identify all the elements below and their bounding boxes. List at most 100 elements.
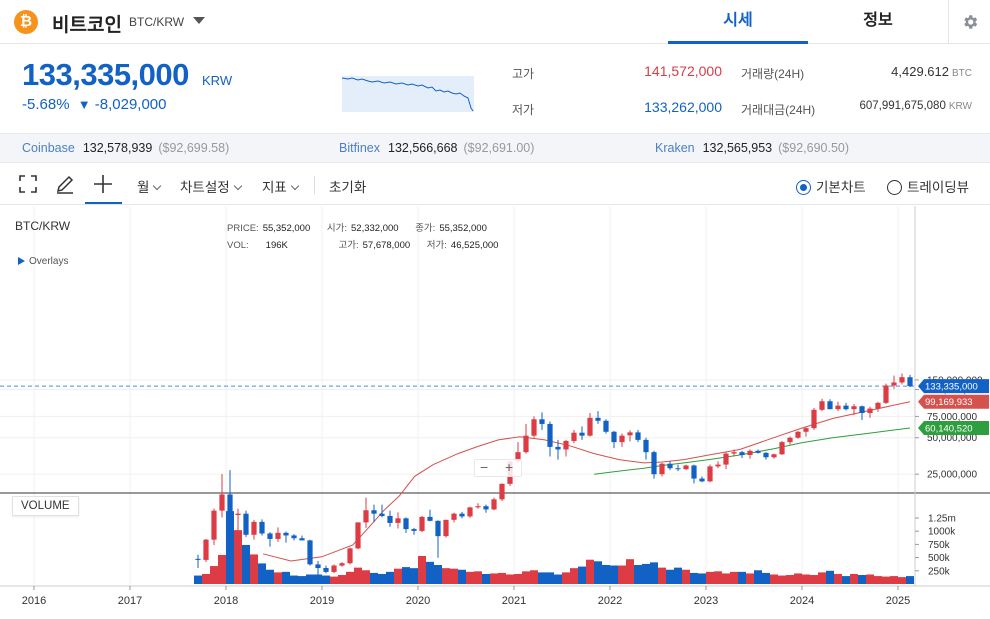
candle-body xyxy=(707,466,713,482)
volume-bar xyxy=(570,568,578,584)
exchange-usd: ($92,699.58) xyxy=(158,141,230,155)
candle-body xyxy=(859,406,865,414)
volume-bar xyxy=(218,554,226,584)
candle-body xyxy=(635,432,641,440)
volume-bar xyxy=(226,511,234,584)
volume-bar xyxy=(754,570,762,584)
candle-body xyxy=(619,435,625,443)
active-tool-underline xyxy=(85,202,122,204)
volume-bar xyxy=(810,575,818,584)
zoom-in-button[interactable]: + xyxy=(505,459,514,475)
volume-bar xyxy=(698,573,706,584)
zoom-control: − + xyxy=(474,459,522,477)
volume-bar xyxy=(874,576,882,584)
x-tick-label: 2019 xyxy=(310,595,334,607)
volume-bar xyxy=(514,573,522,584)
candle-body xyxy=(747,450,753,456)
x-tick-label: 2024 xyxy=(790,595,814,607)
volume-bar xyxy=(778,575,786,584)
volume-bar xyxy=(362,570,370,584)
exchange-coinbase: Coinbase 132,578,939 ($92,699.58) xyxy=(22,141,229,155)
candle-body xyxy=(379,513,385,516)
volume-tick-label: 1.25m xyxy=(928,514,956,525)
volume-pane-label: VOLUME xyxy=(12,496,79,516)
candle-body xyxy=(371,510,377,514)
settings-button[interactable] xyxy=(948,0,990,44)
candle-body xyxy=(299,538,305,541)
candle-body xyxy=(403,518,409,530)
basic-chart-radio[interactable]: 기본차트 xyxy=(796,176,866,196)
down-arrow-icon: ▼ xyxy=(77,97,91,112)
volume-bar xyxy=(298,576,306,584)
tab-info[interactable]: 정보 xyxy=(863,12,893,29)
volume-bar xyxy=(450,568,458,584)
indicators-button[interactable]: 지표 xyxy=(262,176,300,196)
last-price-tag-bg xyxy=(918,379,989,394)
ma-short-line xyxy=(262,401,911,562)
volume-bar xyxy=(402,567,410,584)
price-label: PRICE: xyxy=(227,223,259,234)
close-label: 종가: xyxy=(415,223,436,234)
candle-body xyxy=(819,401,825,410)
candle-body xyxy=(251,521,257,535)
candle-body xyxy=(795,431,801,438)
exchange-price: 132,578,939 xyxy=(82,141,153,155)
price-tick-label: 50,000,000 xyxy=(927,433,977,444)
candle-body xyxy=(899,377,905,383)
exchange-name[interactable]: Coinbase xyxy=(22,141,75,155)
chart-settings-button[interactable]: 차트설정 xyxy=(180,176,242,196)
price-chart-area[interactable]: 150,000,000125,000,00075,000,00050,000,0… xyxy=(0,206,990,619)
volume-bar xyxy=(474,571,482,584)
price-value: 55,352,000 xyxy=(262,223,311,234)
exchange-name[interactable]: Kraken xyxy=(655,141,695,155)
pencil-icon[interactable] xyxy=(54,173,76,195)
exchange-name[interactable]: Bitfinex xyxy=(339,141,380,155)
top-header: ₿ 비트코인 BTC/KRW 시세 정보 xyxy=(0,0,990,44)
reset-button[interactable]: 초기화 xyxy=(329,180,367,195)
chart-toolbar: 월 차트설정 지표 초기화 기본차트 트레이딩뷰 xyxy=(0,164,990,205)
x-tick-label: 2022 xyxy=(598,595,622,607)
tradingview-radio[interactable]: 트레이딩뷰 xyxy=(887,176,969,196)
interval-select[interactable]: 월 xyxy=(137,176,162,196)
candle-body xyxy=(547,423,553,447)
volume-bar xyxy=(738,571,746,584)
volume-bar xyxy=(890,576,898,584)
overlays-toggle[interactable]: Overlays xyxy=(18,256,68,267)
coin-name[interactable]: 비트코인 xyxy=(52,15,122,36)
candle-body xyxy=(835,405,841,410)
volume-bar xyxy=(258,563,266,584)
candle-body xyxy=(563,440,569,450)
crosshair-icon[interactable] xyxy=(92,173,114,195)
volume-bar xyxy=(330,576,338,584)
candle-body xyxy=(691,465,697,479)
candle-body xyxy=(363,510,369,523)
radio-selected-icon xyxy=(796,180,811,195)
volume-bar xyxy=(706,571,714,584)
volume-bar xyxy=(626,559,634,584)
coin-pair[interactable]: BTC/KRW xyxy=(129,15,185,29)
change-rate: -5.68% xyxy=(22,96,70,113)
indicators-label: 지표 xyxy=(262,180,287,195)
volume-bar xyxy=(898,577,906,584)
tab-price[interactable]: 시세 xyxy=(668,0,808,44)
candle-body xyxy=(491,499,497,510)
price-unit: KRW xyxy=(202,73,233,88)
candle-body xyxy=(227,494,233,516)
exchange-price: 132,565,953 xyxy=(702,141,773,155)
volume-bar xyxy=(346,571,354,584)
candle-body xyxy=(195,558,201,560)
fullscreen-icon[interactable] xyxy=(17,173,39,195)
candle-body xyxy=(315,564,321,569)
trade-value-amount: 607,991,675,080 xyxy=(859,100,946,112)
low-value: 46,525,000 xyxy=(450,240,499,251)
volume-bar xyxy=(194,575,202,584)
volume-bar xyxy=(274,572,282,584)
zoom-out-button[interactable]: − xyxy=(480,459,489,475)
radio-unselected-icon xyxy=(887,180,902,195)
ma-long-tag: 60,140,520 xyxy=(925,424,973,435)
candlestick-chart[interactable]: 150,000,000125,000,00075,000,00050,000,0… xyxy=(0,206,990,619)
chart-settings-label: 차트설정 xyxy=(180,180,230,195)
caret-down-icon[interactable] xyxy=(193,17,205,24)
volume-bar xyxy=(746,573,754,584)
volume-bar xyxy=(562,572,570,584)
